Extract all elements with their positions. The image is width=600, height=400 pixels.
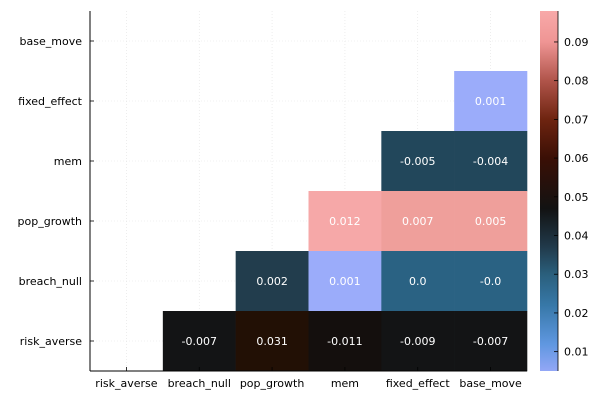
cell-value-label: 0.012 — [329, 215, 361, 228]
cell-value-label: 0.002 — [256, 275, 288, 288]
heatmap-cell — [381, 191, 455, 252]
heatmap-cell — [454, 131, 528, 192]
colorbar-tick-label: 0.04 — [564, 230, 589, 243]
y-tick-label: fixed_effect — [18, 95, 83, 108]
colorbar-tick-label: 0.05 — [564, 191, 589, 204]
heatmap-cell — [454, 71, 528, 132]
heatmap-cell — [381, 251, 455, 312]
colorbar: 0.01 0.02 0.03 0.04 0.05 0.06 0.07 0.08 0.09 — [540, 11, 589, 371]
x-tick-label: breach_null — [168, 377, 231, 390]
y-tick-label: breach_null — [19, 275, 82, 288]
cell-value-label: -0.009 — [400, 335, 435, 348]
heatmap-cell — [308, 191, 382, 252]
x-tick-label: base_move — [459, 377, 522, 390]
heatmap-cell — [454, 251, 528, 312]
colorbar-tick-label: 0.07 — [564, 113, 589, 126]
heatmap-cells: 0.001 -0.005 -0.004 0.012 0.007 0.005 0.002 0.0… — [162, 71, 528, 372]
x-tick-labels: risk_averse breach_null pop_growth mem fixed… — [95, 367, 522, 390]
x-tick-label: pop_growth — [240, 377, 304, 390]
heatmap-cell — [235, 251, 309, 312]
cell-value-label: -0.007 — [182, 335, 217, 348]
y-tick-label: pop_growth — [18, 215, 82, 228]
cell-value-label: 0.031 — [256, 335, 288, 348]
y-tick-label: base_move — [20, 35, 83, 48]
colorbar-tick-label: 0.02 — [564, 307, 589, 320]
cell-value-label: 0.0 — [409, 275, 427, 288]
heatmap-cell — [381, 131, 455, 192]
cell-value-label: 0.005 — [475, 215, 507, 228]
cell-value-label: -0.005 — [400, 155, 435, 168]
y-tick-label: risk_averse — [20, 335, 82, 348]
x-tick-label: mem — [331, 377, 359, 390]
cell-value-label: -0.007 — [473, 335, 508, 348]
cell-value-label: 0.001 — [475, 95, 507, 108]
x-tick-label: risk_averse — [95, 377, 157, 390]
colorbar-tick-label: 0.09 — [564, 36, 589, 49]
heatmap-cell — [162, 311, 236, 372]
y-tick-label: mem — [54, 155, 82, 168]
plot-axes — [89, 11, 527, 372]
heatmap-cell — [308, 251, 382, 312]
colorbar-tick-label: 0.03 — [564, 268, 589, 281]
heatmap-cell — [454, 191, 528, 252]
x-tick-label: fixed_effect — [386, 377, 451, 390]
cell-value-label: -0.004 — [473, 155, 508, 168]
heatmap-cell — [235, 311, 309, 372]
cell-value-label: 0.007 — [402, 215, 434, 228]
heatmap-cell — [381, 311, 455, 372]
colorbar-tick-label: 0.06 — [564, 152, 589, 165]
colorbar-tick-label: 0.08 — [564, 75, 589, 88]
colorbar-gradient — [540, 11, 558, 371]
heatmap-cell — [308, 311, 382, 372]
colorbar-tick-label: 0.01 — [564, 346, 589, 359]
cell-value-label: 0.001 — [329, 275, 361, 288]
cell-value-label: -0.011 — [327, 335, 362, 348]
heatmap-cell — [454, 311, 528, 372]
cell-value-label: -0.0 — [480, 275, 501, 288]
